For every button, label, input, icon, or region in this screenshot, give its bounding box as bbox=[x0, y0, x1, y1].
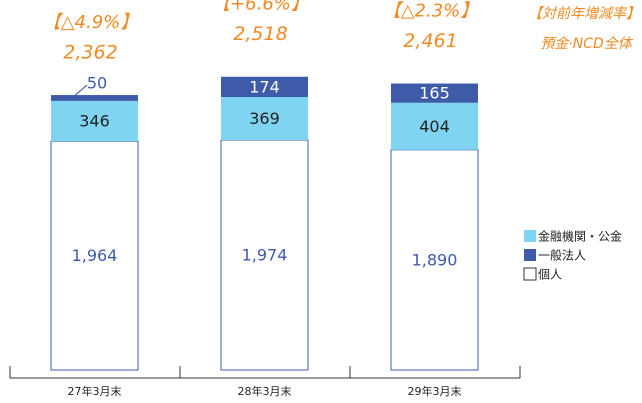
x-tick-label: 28年3月末 bbox=[238, 384, 292, 398]
change-label: 【+6.6%】 bbox=[212, 0, 309, 15]
change-label: 【△4.9%】 bbox=[43, 12, 139, 33]
legend-label: 金融機関・公金 bbox=[538, 229, 622, 244]
legend-label: 個人 bbox=[538, 268, 562, 282]
value-label: 1,964 bbox=[72, 246, 118, 265]
bar-segment bbox=[391, 102, 478, 150]
bar-segment bbox=[220, 139, 309, 371]
legend-label: 一般法人 bbox=[538, 248, 586, 263]
annotation: 【対前年増減率】 bbox=[528, 6, 640, 22]
total-label: 2,461 bbox=[403, 30, 457, 52]
value-label: 369 bbox=[249, 109, 280, 128]
value-label: 174 bbox=[249, 77, 280, 96]
value-label: 50 bbox=[87, 74, 107, 93]
bar-segment bbox=[50, 140, 139, 371]
bar-segment bbox=[51, 95, 138, 101]
total-label: 2,518 bbox=[233, 23, 287, 45]
value-label: 346 bbox=[79, 112, 110, 131]
x-tick-label: 27年3月末 bbox=[68, 384, 122, 398]
change-label: 【△2.3%】 bbox=[383, 0, 479, 21]
total-label: 2,362 bbox=[63, 41, 117, 63]
value-label: 1,890 bbox=[412, 250, 458, 269]
bar-segment bbox=[221, 97, 308, 141]
bar-segment bbox=[221, 76, 308, 98]
legend-swatch bbox=[523, 267, 537, 281]
value-label: 404 bbox=[419, 117, 450, 136]
legend-swatch bbox=[524, 249, 536, 261]
annotation: 預金·NCD全体 bbox=[540, 36, 633, 52]
value-label: 165 bbox=[419, 84, 450, 103]
bar-segment bbox=[51, 100, 138, 142]
leader-line bbox=[72, 84, 88, 98]
x-tick-label: 29年3月末 bbox=[408, 384, 462, 398]
legend-swatch bbox=[524, 230, 536, 242]
bar-segment bbox=[391, 83, 478, 103]
value-label: 1,974 bbox=[242, 246, 288, 265]
